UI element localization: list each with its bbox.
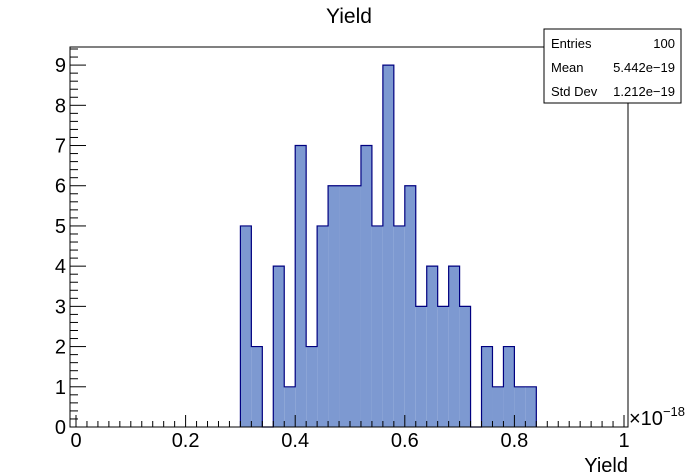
histogram-bar bbox=[525, 386, 537, 427]
x-tick-label: 1 bbox=[618, 430, 629, 452]
stats-box-frame bbox=[543, 28, 682, 104]
y-tick-label: 5 bbox=[55, 216, 66, 238]
histogram-bar bbox=[415, 306, 427, 427]
histogram-bar bbox=[492, 386, 504, 427]
histogram-bar bbox=[514, 386, 526, 427]
x-tick-label: 0.2 bbox=[172, 430, 200, 452]
histogram-bars bbox=[240, 65, 537, 427]
y-tick-label: 2 bbox=[55, 337, 66, 359]
x-axis-multiplier-base: ×10 bbox=[629, 408, 663, 430]
histogram-bar bbox=[350, 185, 361, 427]
stats-entries-value: 100 bbox=[653, 36, 675, 51]
x-tick-label: 0.4 bbox=[281, 430, 309, 452]
histogram-bar bbox=[339, 185, 350, 427]
y-tick-label: 6 bbox=[55, 176, 66, 198]
x-tick-label: 0 bbox=[70, 430, 81, 452]
histogram-bar bbox=[448, 266, 460, 427]
histogram-bar bbox=[295, 145, 307, 427]
x-axis-title: Yield bbox=[584, 455, 628, 474]
y-tick-label: 9 bbox=[55, 55, 66, 77]
histogram-bar bbox=[459, 306, 471, 427]
stats-entries-label: Entries bbox=[551, 36, 592, 51]
histogram-bar bbox=[251, 346, 263, 427]
x-tick-label: 0.6 bbox=[391, 430, 419, 452]
y-tick-label: 3 bbox=[55, 296, 66, 318]
histogram-bar bbox=[360, 145, 372, 427]
histogram-bar bbox=[328, 185, 340, 427]
y-axis: 0 1 2 3 4 5 6 7 8 9 bbox=[55, 48, 86, 439]
stats-mean-label: Mean bbox=[551, 60, 584, 75]
histogram-bar bbox=[503, 346, 515, 427]
histogram-outline bbox=[239, 64, 537, 428]
y-tick-label: 4 bbox=[55, 256, 66, 278]
x-tick-label: 0.8 bbox=[500, 430, 528, 452]
x-axis-multiplier: ×10−18 bbox=[629, 404, 685, 430]
histogram-bar bbox=[437, 306, 449, 427]
histogram-bar bbox=[306, 346, 318, 427]
x-axis-multiplier-exponent: −18 bbox=[663, 404, 685, 419]
stats-box: Entries 100 Mean 5.442e−19 Std Dev 1.212… bbox=[543, 28, 682, 104]
histogram-bar bbox=[284, 386, 296, 427]
y-tick-label: 7 bbox=[55, 136, 66, 158]
histogram-bar bbox=[371, 225, 383, 427]
stats-std-label: Std Dev bbox=[551, 84, 598, 99]
y-tick-label: 8 bbox=[55, 95, 66, 117]
y-tick-label: 0 bbox=[55, 417, 66, 439]
y-tick-label: 1 bbox=[55, 377, 66, 399]
stats-mean-value: 5.442e−19 bbox=[613, 60, 675, 75]
histogram-bar bbox=[481, 346, 493, 427]
plot-frame bbox=[69, 46, 629, 428]
histogram-bar bbox=[426, 266, 438, 427]
histogram-bar bbox=[273, 266, 285, 427]
chart-title: Yield bbox=[326, 5, 372, 28]
x-axis: 0 0.2 0.4 0.6 0.8 1 bbox=[70, 415, 630, 452]
histogram-bar bbox=[393, 225, 405, 427]
histogram-bar bbox=[240, 225, 252, 427]
histogram-bar bbox=[404, 185, 416, 427]
histogram-bar bbox=[317, 225, 329, 427]
histogram-bar bbox=[382, 65, 394, 427]
stats-std-value: 1.212e−19 bbox=[613, 84, 675, 99]
